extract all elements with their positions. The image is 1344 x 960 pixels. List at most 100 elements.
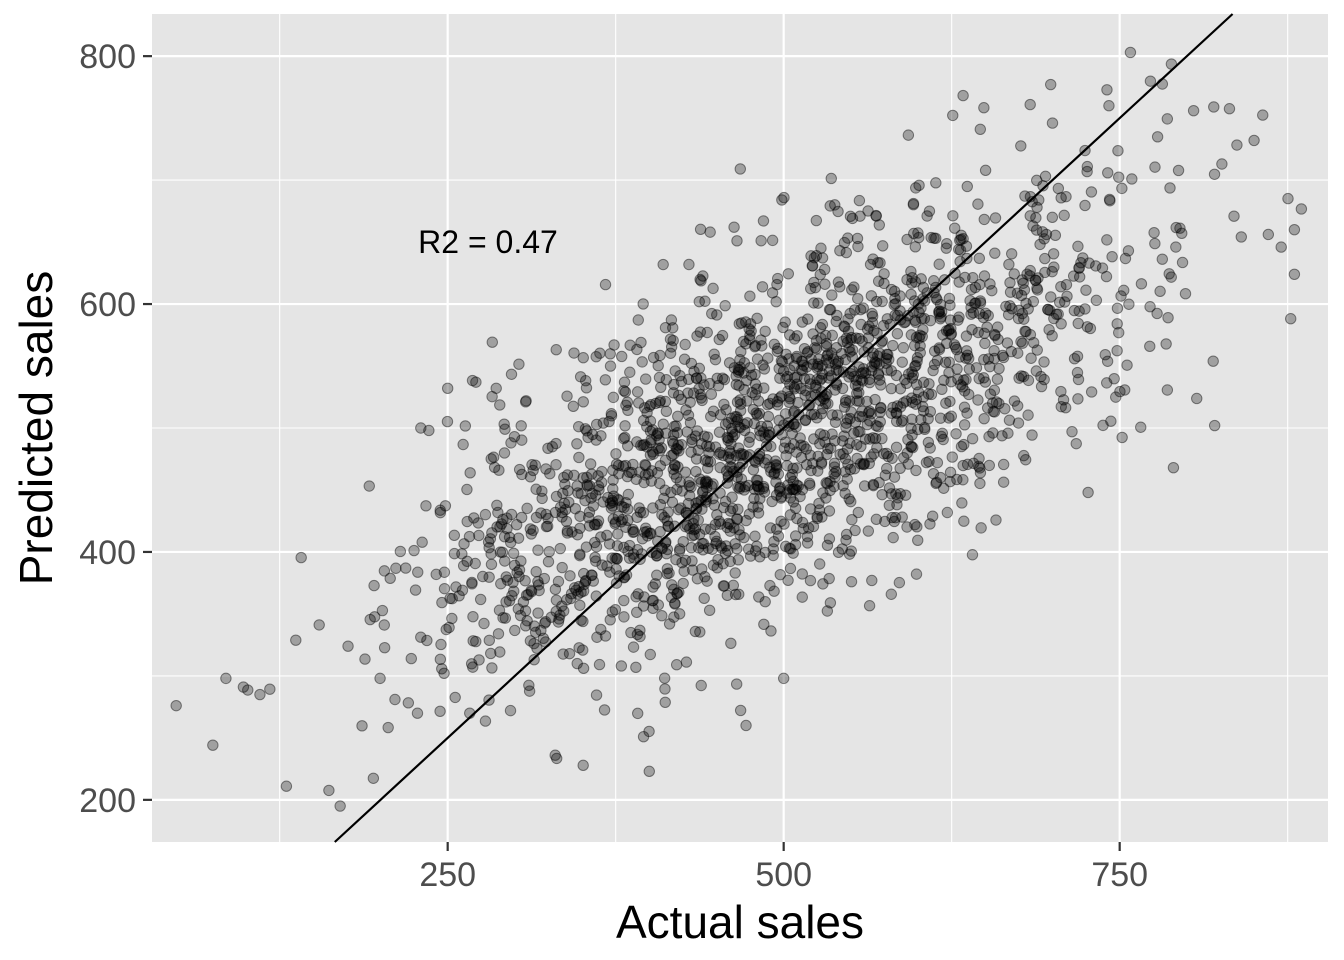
data-point (604, 566, 616, 578)
data-point (698, 430, 710, 442)
data-point (881, 364, 893, 376)
data-point (577, 396, 589, 408)
data-point (935, 430, 948, 443)
data-point (678, 353, 691, 365)
data-point (695, 679, 707, 692)
data-point (694, 273, 706, 286)
data-point (434, 653, 447, 666)
data-point (722, 416, 734, 429)
data-point (596, 465, 608, 478)
data-point (616, 513, 629, 526)
data-point (738, 357, 751, 369)
data-point (791, 330, 803, 342)
data-point (546, 441, 559, 453)
data-point (767, 543, 779, 555)
data-point (673, 608, 686, 620)
data-point (479, 715, 492, 727)
data-point (644, 527, 656, 540)
data-point (1066, 425, 1078, 438)
data-point (624, 366, 636, 378)
data-point (483, 571, 495, 583)
data-point (752, 481, 765, 493)
data-point (992, 333, 1004, 346)
data-point (974, 467, 987, 479)
data-point (1020, 297, 1032, 309)
data-point (862, 342, 874, 354)
data-point (1034, 238, 1046, 251)
data-point (436, 663, 448, 675)
data-point (507, 547, 520, 559)
data-point (685, 541, 698, 554)
data-point (408, 544, 420, 557)
data-point (641, 441, 653, 453)
data-point (829, 416, 842, 429)
data-point (923, 455, 935, 468)
data-point (852, 425, 864, 438)
data-point (795, 439, 807, 451)
data-point (790, 484, 802, 496)
data-point (658, 492, 670, 505)
data-point (850, 438, 863, 451)
data-point (841, 413, 854, 425)
data-point (1235, 231, 1247, 243)
data-point (910, 393, 923, 406)
data-point (675, 439, 688, 451)
data-point (799, 414, 812, 427)
data-point (989, 212, 1002, 224)
data-point (500, 596, 512, 608)
data-point (831, 409, 843, 421)
data-point (843, 548, 856, 560)
data-point (889, 309, 901, 322)
data-point (660, 427, 672, 439)
data-point (694, 326, 707, 338)
data-point (1011, 287, 1024, 299)
data-point (789, 530, 802, 542)
data-point (443, 621, 455, 634)
data-point (630, 473, 642, 486)
data-point (776, 194, 788, 206)
data-point (801, 347, 813, 359)
data-point (762, 410, 775, 423)
data-point (813, 504, 826, 516)
data-point (619, 431, 631, 444)
data-point (423, 424, 435, 437)
data-point (578, 567, 590, 580)
data-point (615, 660, 628, 672)
data-point (517, 596, 530, 608)
data-point (912, 227, 924, 239)
data-point (759, 457, 771, 469)
minor-gridlines (152, 14, 1328, 842)
data-point (870, 420, 882, 432)
data-point (661, 568, 673, 580)
data-point (485, 548, 497, 560)
data-point (580, 382, 593, 394)
data-point (549, 583, 562, 596)
data-point (623, 552, 636, 564)
data-point (732, 503, 744, 516)
data-point (866, 351, 879, 364)
data-point (863, 457, 875, 470)
data-point (737, 335, 750, 348)
data-point (787, 547, 799, 559)
data-point (1071, 350, 1084, 363)
data-point (832, 276, 845, 288)
data-point (792, 396, 804, 409)
data-point (466, 576, 478, 589)
data-point (670, 442, 683, 455)
data-point (561, 390, 573, 402)
data-point (855, 367, 868, 380)
data-point (505, 437, 517, 449)
data-point (667, 448, 680, 460)
data-point (637, 731, 650, 743)
data-point (778, 442, 790, 454)
data-point (535, 624, 547, 637)
data-point (554, 501, 567, 513)
data-point (1057, 394, 1070, 406)
data-point (784, 509, 797, 521)
data-point (1191, 392, 1203, 405)
data-point (1119, 252, 1132, 265)
data-point (703, 604, 716, 617)
data-point (530, 483, 542, 495)
data-point (579, 375, 592, 387)
data-point (788, 372, 801, 384)
